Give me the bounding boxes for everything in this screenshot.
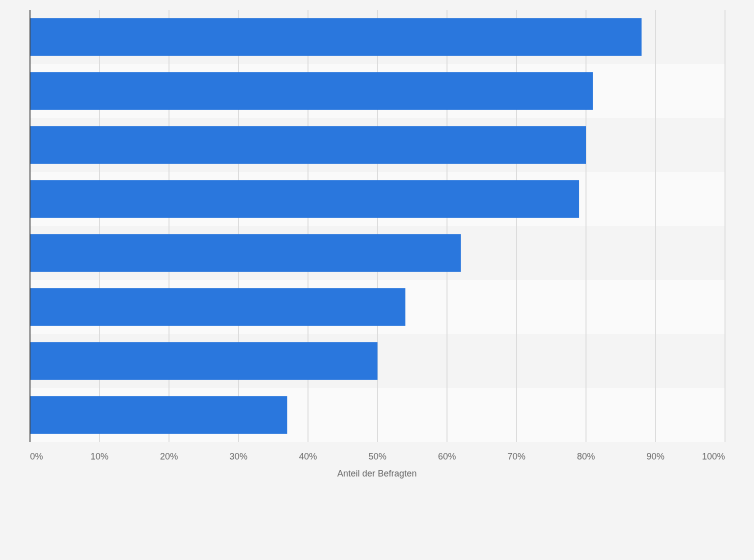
x-tick-label: 20% (160, 451, 178, 461)
x-tick-label: 60% (438, 451, 456, 461)
bar (30, 18, 642, 56)
bar (30, 234, 461, 272)
x-tick-label: 10% (90, 451, 108, 461)
x-tick-label: 90% (646, 451, 664, 461)
bar (30, 288, 406, 326)
bar (30, 342, 378, 380)
x-tick-label: 0% (30, 451, 43, 461)
x-tick-label: 50% (368, 451, 386, 461)
x-tick-label: 30% (229, 451, 247, 461)
x-tick-label: 70% (507, 451, 525, 461)
bar (30, 180, 580, 218)
x-tick-label: 40% (299, 451, 317, 461)
bar (30, 72, 593, 110)
x-tick-label: 80% (577, 451, 595, 461)
bar (30, 396, 288, 434)
x-axis-title: Anteil der Befragten (337, 468, 417, 478)
bar (30, 126, 586, 164)
x-tick-label: 100% (702, 451, 725, 461)
